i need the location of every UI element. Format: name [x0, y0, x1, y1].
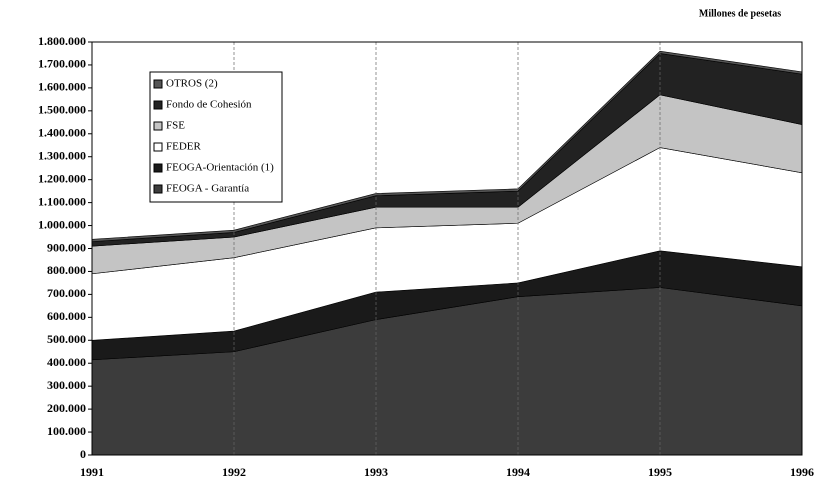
x-tick-label: 1996: [790, 465, 814, 479]
legend-swatch: [153, 121, 163, 131]
legend: OTROS (2) Fondo de Cohesión FSE FEDER FEOGA-…: [149, 71, 283, 203]
y-tick-label: 500.000: [47, 332, 86, 346]
legend-swatch: [153, 184, 163, 194]
axes: 0 100.000 200.000 300.000 400.000 500.000 600.…: [38, 34, 814, 479]
chart-subtitle: Millones de pesetas: [699, 8, 781, 19]
y-tick-label: 400.000: [47, 355, 86, 369]
y-tick-label: 1.700.000: [38, 57, 86, 71]
y-tick-label: 0: [80, 447, 86, 461]
y-tick-label: 700.000: [47, 286, 86, 300]
y-tick-label: 800.000: [47, 263, 86, 277]
plot-frame: [91, 41, 803, 456]
y-tick-label: 1.000.000: [38, 217, 86, 231]
y-tick-label: 600.000: [47, 309, 86, 323]
y-tick-label: 1.400.000: [38, 126, 86, 140]
legend-swatch: [153, 142, 163, 152]
areas: [91, 50, 803, 456]
x-tick-label: 1991: [80, 465, 104, 479]
legend-swatch: [153, 79, 163, 89]
y-tick-label: 200.000: [47, 401, 86, 415]
legend-label: OTROS (2): [166, 78, 218, 90]
x-tick-label: 1992: [222, 465, 246, 479]
x-tick-label: 1994: [506, 465, 530, 479]
y-tick-label: 1.800.000: [38, 34, 86, 48]
y-tick-label: 1.600.000: [38, 80, 86, 94]
legend-swatch: [153, 100, 163, 110]
legend-label: FSE: [166, 120, 185, 132]
legend-label: Fondo de Cohesión: [166, 99, 252, 111]
y-tick-label: 900.000: [47, 240, 86, 254]
y-tick-label: 1.100.000: [38, 194, 86, 208]
legend-label: FEOGA-Orientación (1): [166, 162, 274, 174]
legend-label: FEDER: [166, 141, 202, 153]
legend-box: [149, 71, 283, 203]
x-tick-label: 1995: [648, 465, 672, 479]
legend-swatch: [153, 163, 163, 173]
y-tick-label: 100.000: [47, 424, 86, 438]
y-tick-label: 1.300.000: [38, 148, 86, 162]
y-tick-label: 300.000: [47, 378, 86, 392]
y-tick-label: 1.500.000: [38, 103, 86, 117]
x-tick-label: 1993: [364, 465, 388, 479]
legend-label: FEOGA - Garantía: [166, 183, 249, 195]
y-tick-label: 1.200.000: [38, 171, 86, 185]
